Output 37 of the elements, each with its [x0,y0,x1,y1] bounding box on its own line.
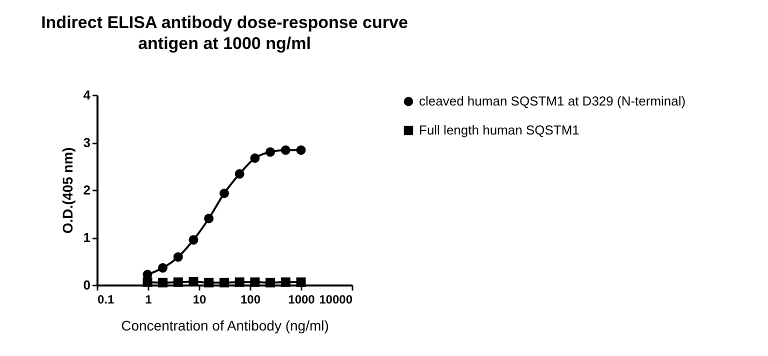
x-tick-label: 0.1 [98,292,115,306]
y-tick-label: 1 [83,230,90,245]
point [296,145,306,155]
x-tick-label: 10 [192,292,206,306]
point [296,277,306,287]
y-tick-label: 3 [83,135,90,150]
point [266,147,276,157]
point [158,278,168,288]
x-axis-title: Concentration of Antibody (ng/ml) [121,318,329,334]
point [250,277,260,287]
point [266,278,276,288]
point [280,145,290,155]
point [219,278,229,288]
point [158,263,168,273]
point [204,278,214,288]
point [219,188,229,198]
y-axis-title: O.D.(405 nm) [59,147,76,234]
legend-label: Full length human SQSTM1 [419,122,580,138]
x-tick-label: 1 [145,292,152,306]
legend-label: cleaved human SQSTM1 at D329 (N-terminal) [419,94,686,108]
point [280,277,290,287]
point [173,277,183,287]
point [204,214,214,224]
point [142,277,152,287]
y-tick-label: 2 [83,182,90,198]
y-tick-label: 4 [83,88,92,102]
point [173,252,183,262]
x-tick-label: 10000 [319,292,353,306]
point [234,277,244,287]
y-tick-label: 0 [83,278,90,292]
chart-subtitle: antigen at 1000 ng/ml [138,34,311,53]
point [234,169,244,179]
chart-title: Indirect ELISA antibody dose-response curve [41,13,408,32]
point [188,235,198,245]
point [250,153,260,163]
x-tick-label: 100 [240,292,261,306]
x-tick-label: 1000 [288,292,316,306]
